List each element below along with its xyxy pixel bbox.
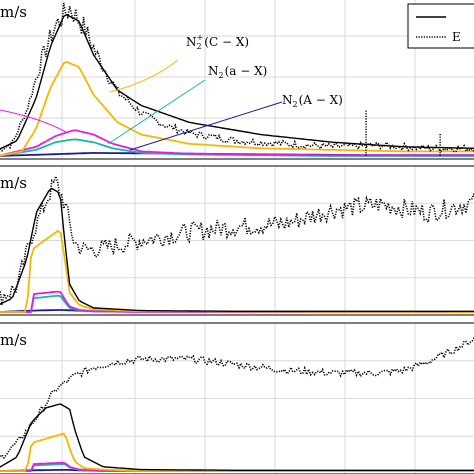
series-experiment-line [0, 337, 474, 460]
annotation-label-big-a-x: N2(A − X) [282, 93, 343, 109]
arrow-c-x [109, 59, 179, 93]
arrow-a-x [107, 79, 206, 145]
panel-y-label: m/s [0, 3, 27, 21]
series-c-x-line [0, 60, 474, 157]
chart-panel-2: m/s [0, 165, 474, 316]
arrow-big-a-x [129, 101, 283, 151]
panel-y-label: m/s [0, 331, 27, 349]
annotation-arrows [0, 59, 283, 151]
panel-y-label: m/s [0, 174, 27, 192]
panel-frame [0, 165, 474, 316]
series-c-x-line [0, 229, 474, 313]
series-magenta-line [0, 129, 474, 157]
panel-frame [0, 158, 474, 160]
chart-panel-3: m/s [0, 322, 474, 474]
annotation-label-a-x: N2(a − X) [208, 64, 267, 80]
arrow-magenta [0, 109, 67, 133]
chart-panel-1: m/s [0, 0, 474, 160]
series-experiment-line [0, 2, 474, 153]
chart-legend: E [407, 3, 474, 49]
panel-frame [0, 322, 474, 474]
legend-label-2: E [452, 30, 461, 44]
series-total-line [0, 403, 474, 471]
series-total-line [0, 187, 474, 312]
legend-box [407, 3, 474, 49]
annotation-label-c-x: N2+(C − X) [186, 33, 249, 51]
series-c-x-line [0, 432, 474, 472]
